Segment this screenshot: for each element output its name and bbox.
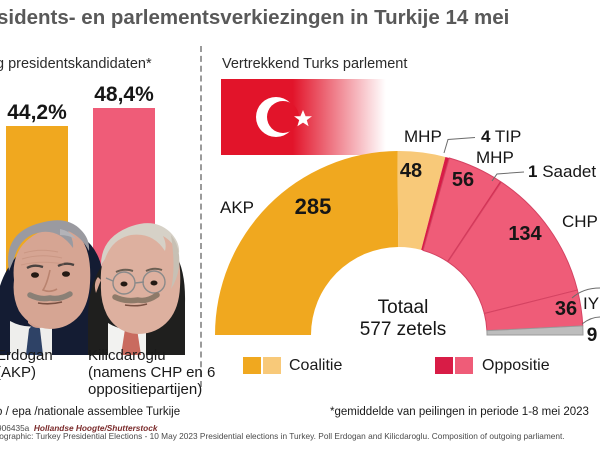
svg-text:4 TIP: 4 TIP — [481, 127, 521, 146]
svg-text:MHP: MHP — [404, 127, 442, 146]
svg-text:9: 9 — [587, 325, 598, 346]
svg-text:577 zetels: 577 zetels — [360, 319, 447, 340]
svg-text:AKP: AKP — [220, 198, 254, 217]
svg-text:IYI: IYI — [583, 294, 600, 313]
svg-text:285: 285 — [295, 194, 332, 219]
svg-text:134: 134 — [508, 223, 542, 245]
svg-text:Totaal: Totaal — [378, 297, 429, 318]
svg-text:MHP: MHP — [476, 148, 514, 167]
svg-text:48: 48 — [400, 160, 422, 182]
svg-text:1 Saadet: 1 Saadet — [528, 162, 596, 181]
svg-text:36: 36 — [555, 298, 577, 320]
svg-text:CHP: CHP — [562, 212, 598, 231]
svg-text:56: 56 — [452, 169, 474, 191]
